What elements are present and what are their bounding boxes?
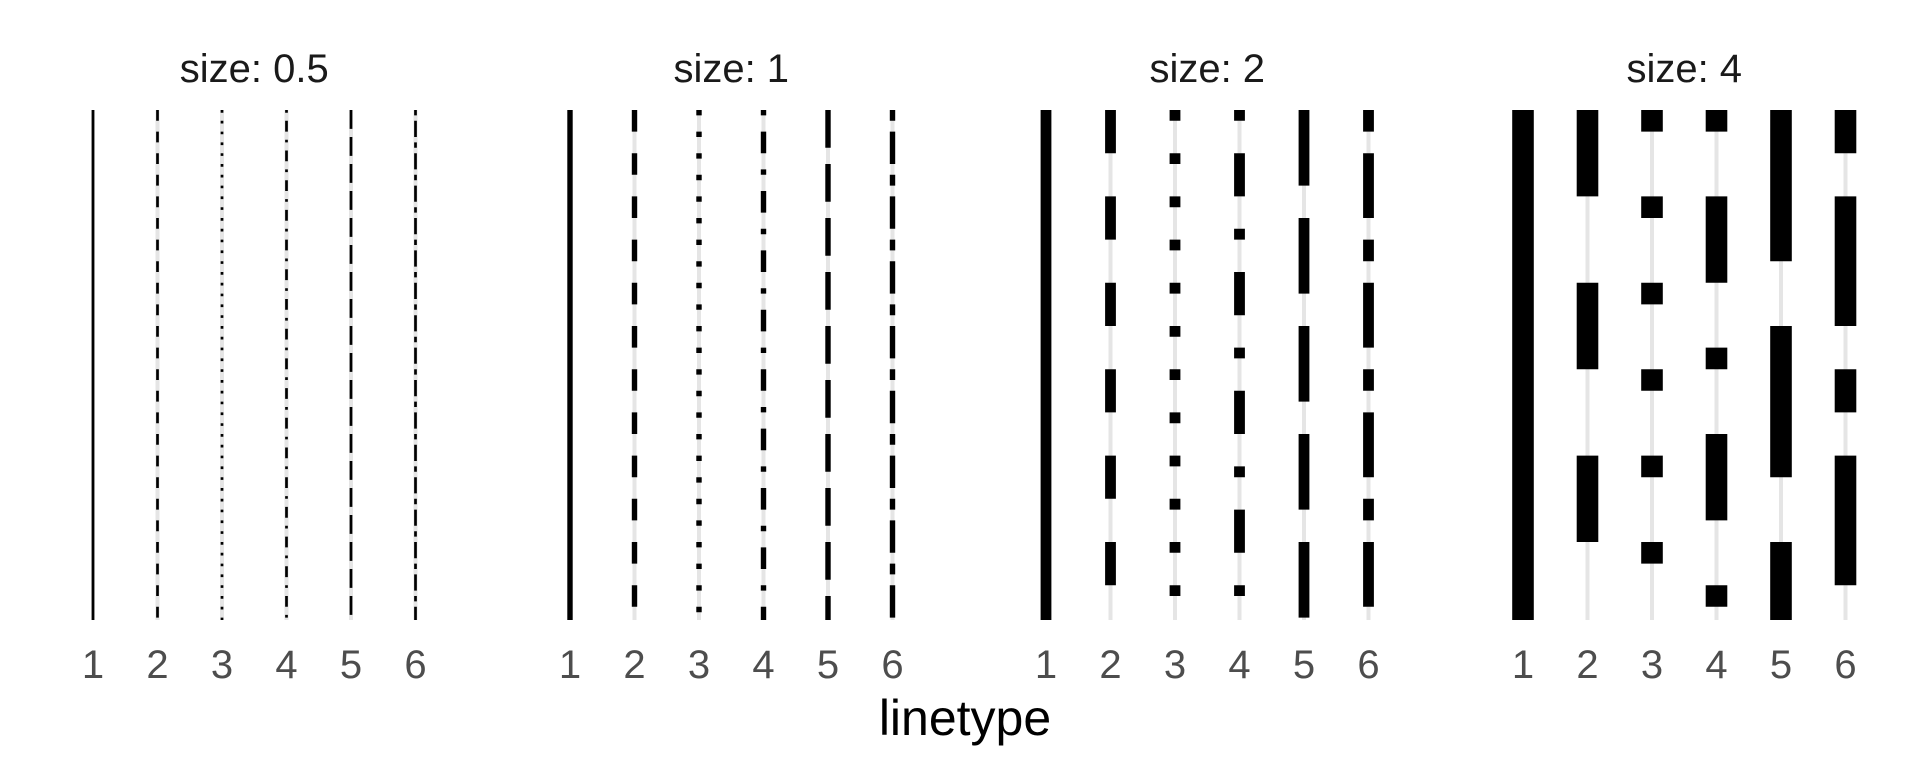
panel-4: size: 4 1 2 3 4 5 6 [1512,47,1857,687]
panel-2: size: 1 1 2 3 4 5 6 [559,47,904,687]
x-tick-label: 4 [1705,643,1727,687]
x-tick-label: 4 [1228,643,1250,687]
x-tick-label: 5 [817,643,839,687]
panel-title: size: 0.5 [180,47,329,91]
x-axis-title: linetype [879,690,1051,746]
x-tick-label: 1 [559,643,581,687]
x-tick-label: 6 [1834,643,1856,687]
x-tick-label: 3 [211,643,233,687]
x-tick-label: 4 [752,643,774,687]
x-tick-label: 3 [1164,643,1186,687]
x-tick-label: 2 [1576,643,1598,687]
x-tick-label: 5 [1770,643,1792,687]
x-tick-label: 3 [688,643,710,687]
x-tick-label: 1 [1512,643,1534,687]
x-tick-label: 1 [82,643,104,687]
x-tick-label: 6 [404,643,426,687]
x-tick-label: 6 [881,643,903,687]
panel-title: size: 4 [1626,47,1742,91]
x-tick-label: 3 [1641,643,1663,687]
x-tick-label: 2 [146,643,168,687]
panel-3: size: 2 1 2 3 4 5 6 [1035,47,1380,687]
x-tick-label: 4 [275,643,297,687]
x-tick-label: 5 [340,643,362,687]
x-tick-label: 2 [623,643,645,687]
panel-1: size: 0.5 1 2 3 4 5 6 [82,47,427,687]
x-tick-label: 5 [1293,643,1315,687]
x-tick-label: 2 [1099,643,1121,687]
panel-title: size: 2 [1149,47,1265,91]
x-tick-label: 6 [1357,643,1379,687]
x-tick-label: 1 [1035,643,1057,687]
panel-title: size: 1 [673,47,789,91]
